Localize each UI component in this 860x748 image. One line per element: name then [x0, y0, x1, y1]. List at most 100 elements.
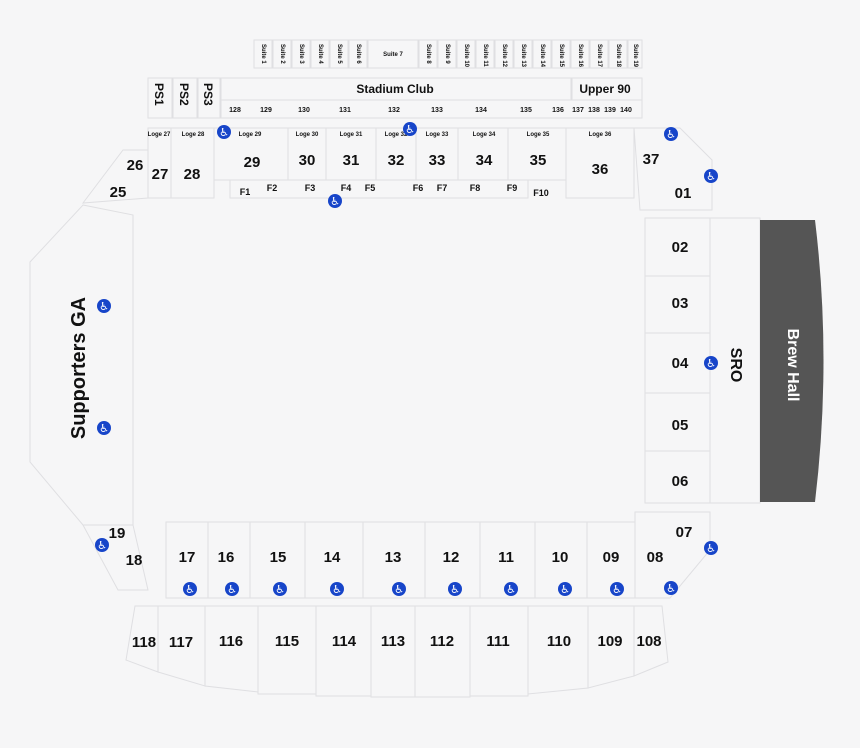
loge-label[interactable]: Loge 30 [296, 132, 319, 138]
section-label[interactable]: 04 [672, 355, 689, 372]
section-label[interactable]: 09 [603, 549, 620, 566]
loge-label[interactable]: Loge 33 [426, 132, 449, 138]
loge-label[interactable]: Loge 31 [340, 132, 363, 138]
ps3-label[interactable]: PS3 [201, 83, 215, 106]
field-seat-label[interactable]: F2 [267, 183, 278, 193]
section-label[interactable]: 128 [229, 107, 241, 114]
field-seat-label[interactable]: F10 [533, 188, 549, 198]
field-seat-label[interactable]: F7 [437, 183, 448, 193]
section-label[interactable]: 115 [275, 633, 299, 650]
section-label[interactable]: 03 [672, 295, 689, 312]
section-label[interactable]: 18 [126, 552, 143, 569]
loge-label[interactable]: Loge 36 [589, 132, 612, 138]
wheelchair-icon[interactable]: ♿ [97, 421, 111, 435]
section-label[interactable]: 19 [109, 525, 126, 542]
section-label[interactable]: 13 [385, 549, 402, 566]
ps1-label[interactable]: PS1 [152, 83, 166, 106]
suite-label[interactable]: Suite 10 [463, 44, 469, 68]
suite-label[interactable]: Suite 1 [260, 44, 266, 64]
section-label[interactable]: 37 [643, 151, 660, 168]
field-seat-label[interactable]: F8 [470, 183, 481, 193]
section-label[interactable]: 25 [110, 184, 127, 201]
field-seat-label[interactable]: F1 [240, 187, 251, 197]
section-label[interactable]: 08 [647, 549, 664, 566]
loge-label[interactable]: Loge 34 [473, 132, 496, 138]
section-label[interactable]: 11 [498, 549, 514, 566]
wheelchair-icon[interactable]: ♿ [273, 582, 287, 596]
loge-label[interactable]: Loge 29 [239, 132, 262, 138]
section-label[interactable]: 32 [388, 152, 405, 169]
section-label[interactable]: 16 [218, 549, 235, 566]
section-label[interactable]: 28 [184, 166, 201, 183]
suite-label[interactable]: Suite 14 [539, 44, 545, 68]
loge-label[interactable]: Loge 35 [527, 132, 550, 138]
suite-label[interactable]: Suite 18 [615, 44, 621, 68]
section-label[interactable]: 109 [597, 633, 622, 650]
section-label[interactable]: 17 [179, 549, 196, 566]
section-label[interactable]: 139 [604, 107, 616, 114]
ps2-label[interactable]: PS2 [177, 83, 191, 106]
suite-label[interactable]: Suite 15 [558, 44, 564, 68]
section-label[interactable]: 130 [298, 107, 310, 114]
section-label[interactable]: 135 [520, 107, 532, 114]
section-label[interactable]: 26 [127, 157, 144, 174]
suite-label[interactable]: Suite 7 [383, 52, 403, 58]
wheelchair-icon[interactable]: ♿ [392, 582, 406, 596]
supporters-ga-label[interactable]: Supporters GA [68, 297, 90, 439]
section-label[interactable]: 36 [592, 161, 609, 178]
suite-label[interactable]: Suite 8 [425, 44, 431, 64]
section-label[interactable]: 116 [219, 633, 243, 650]
suite-label[interactable]: Suite 9 [444, 44, 450, 64]
section-label[interactable]: 136 [552, 107, 564, 114]
section-label[interactable]: 110 [547, 633, 571, 650]
section-label[interactable]: 12 [443, 549, 460, 566]
suite-label[interactable]: Suite 11 [482, 44, 488, 67]
field-seat-label[interactable]: F9 [507, 183, 518, 193]
wheelchair-icon[interactable]: ♿ [704, 356, 718, 370]
section-label[interactable]: 138 [588, 107, 600, 114]
wheelchair-icon[interactable]: ♿ [330, 582, 344, 596]
wheelchair-icon[interactable]: ♿ [704, 541, 718, 555]
section-label[interactable]: 35 [530, 152, 547, 169]
loge-label[interactable]: Loge 32 [385, 132, 408, 138]
section-label[interactable]: 129 [260, 107, 272, 114]
suite-label[interactable]: Suite 6 [355, 44, 361, 64]
suite-label[interactable]: Suite 16 [577, 44, 583, 68]
wheelchair-icon[interactable]: ♿ [403, 122, 417, 136]
wheelchair-icon[interactable]: ♿ [448, 582, 462, 596]
field-seat-label[interactable]: F5 [365, 183, 376, 193]
brew-hall-label[interactable]: Brew Hall [784, 329, 801, 402]
suite-label[interactable]: Suite 3 [298, 44, 304, 64]
section-label[interactable]: 117 [169, 634, 193, 651]
section-label[interactable]: 137 [572, 107, 584, 114]
section-label[interactable]: 06 [672, 473, 689, 490]
suite-label[interactable]: Suite 12 [501, 44, 507, 68]
section-label[interactable]: 27 [152, 166, 169, 183]
wheelchair-icon[interactable]: ♿ [328, 194, 342, 208]
section-label[interactable]: 29 [244, 154, 261, 171]
section-label[interactable]: 140 [620, 107, 632, 114]
section-label[interactable]: 133 [431, 107, 443, 114]
suite-label[interactable]: Suite 13 [520, 44, 526, 68]
wheelchair-icon[interactable]: ♿ [225, 582, 239, 596]
section-label[interactable]: 131 [339, 107, 351, 114]
wheelchair-icon[interactable]: ♿ [217, 125, 231, 139]
section-label[interactable]: 15 [270, 549, 287, 566]
wheelchair-icon[interactable]: ♿ [664, 127, 678, 141]
section-label[interactable]: 02 [672, 239, 689, 256]
section-label[interactable]: 108 [636, 633, 661, 650]
wheelchair-icon[interactable]: ♿ [664, 581, 678, 595]
section-label[interactable]: 30 [299, 152, 316, 169]
section-label[interactable]: 134 [475, 107, 487, 114]
section-label[interactable]: 34 [476, 152, 493, 169]
section-label[interactable]: 01 [675, 185, 692, 202]
section-label[interactable]: 114 [332, 633, 357, 650]
section-label[interactable]: 14 [324, 549, 341, 566]
sro-label[interactable]: SRO [727, 348, 744, 383]
field-seat-label[interactable]: F3 [305, 183, 316, 193]
wheelchair-icon[interactable]: ♿ [558, 582, 572, 596]
stadium-club-label[interactable]: Stadium Club [356, 82, 433, 96]
section-label[interactable]: 07 [676, 524, 693, 541]
section-label[interactable]: 132 [388, 107, 400, 114]
section-label[interactable]: 05 [672, 417, 689, 434]
